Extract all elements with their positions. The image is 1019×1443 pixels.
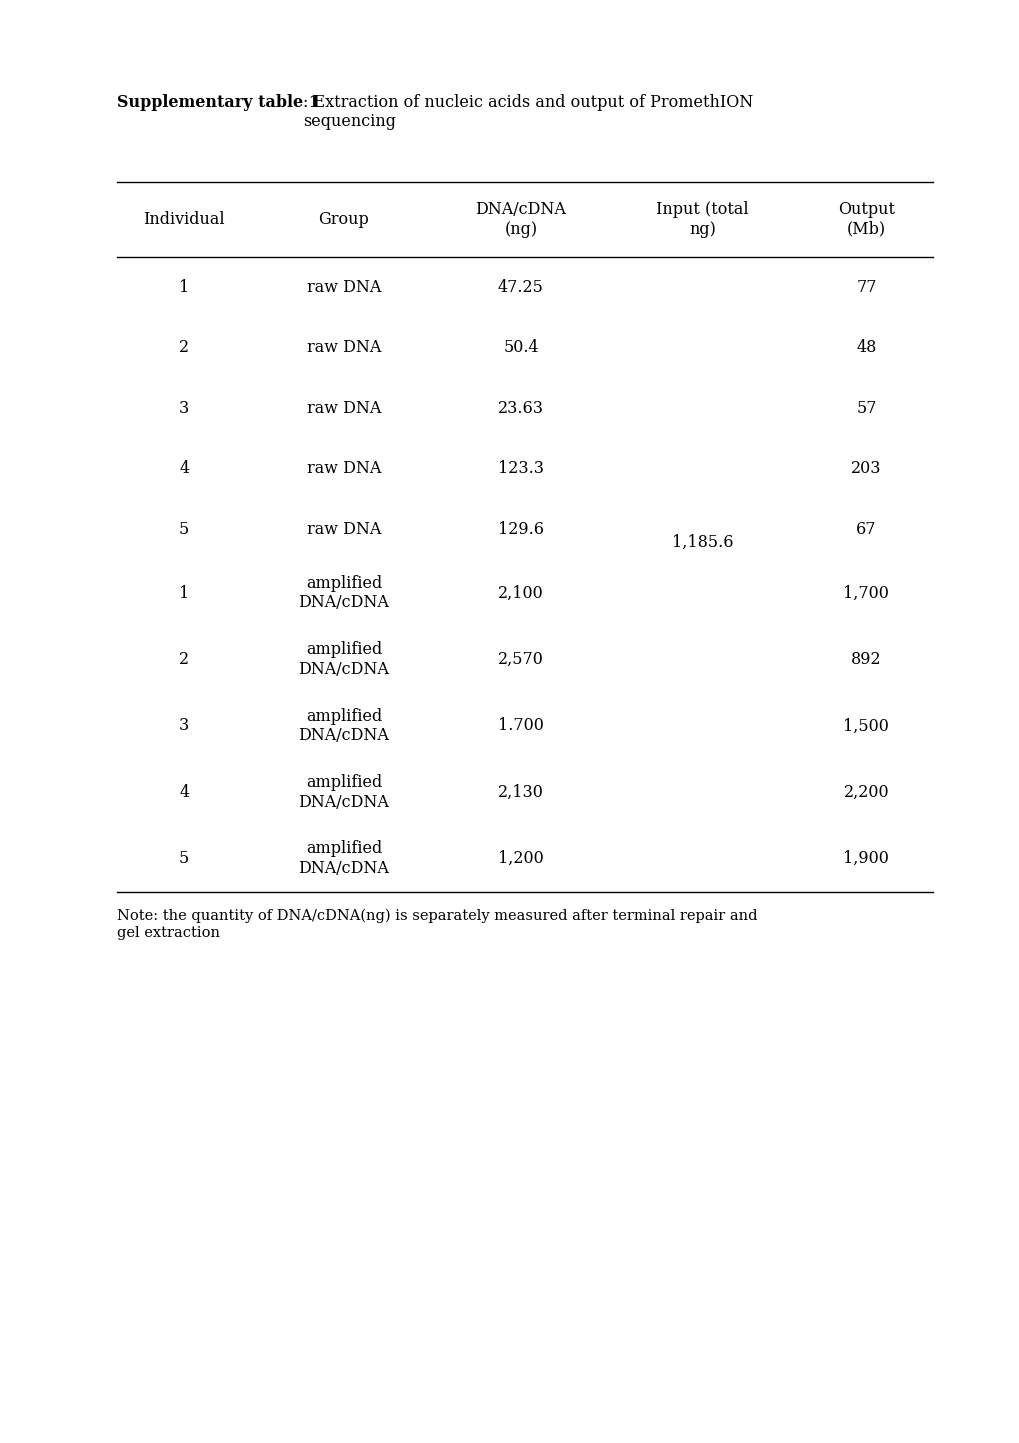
- Text: 1: 1: [179, 278, 190, 296]
- Text: amplified
DNA/cDNA: amplified DNA/cDNA: [299, 840, 389, 877]
- Text: 48: 48: [855, 339, 875, 356]
- Text: raw DNA: raw DNA: [307, 278, 381, 296]
- Text: raw DNA: raw DNA: [307, 400, 381, 417]
- Text: 77: 77: [855, 278, 875, 296]
- Text: 1.700: 1.700: [497, 717, 543, 734]
- Text: 23.63: 23.63: [497, 400, 543, 417]
- Text: 4: 4: [179, 460, 190, 478]
- Text: 892: 892: [850, 651, 880, 668]
- Text: : Extraction of nucleic acids and output of PromethION
sequencing: : Extraction of nucleic acids and output…: [303, 94, 752, 130]
- Text: raw DNA: raw DNA: [307, 521, 381, 538]
- Text: Input (total
ng): Input (total ng): [655, 201, 748, 238]
- Text: 129.6: 129.6: [497, 521, 543, 538]
- Text: 2,200: 2,200: [843, 784, 889, 801]
- Text: 2: 2: [179, 339, 190, 356]
- Text: Note: the quantity of DNA/cDNA(ng) is separately measured after terminal repair : Note: the quantity of DNA/cDNA(ng) is se…: [117, 909, 757, 939]
- Text: 5: 5: [179, 521, 190, 538]
- Text: 3: 3: [179, 717, 190, 734]
- Text: 2: 2: [179, 651, 190, 668]
- Text: 1,200: 1,200: [497, 850, 543, 867]
- Text: 4: 4: [179, 784, 190, 801]
- Text: 1: 1: [179, 584, 190, 602]
- Text: 1,185.6: 1,185.6: [671, 534, 733, 551]
- Text: Individual: Individual: [144, 211, 225, 228]
- Text: 3: 3: [179, 400, 190, 417]
- Text: 47.25: 47.25: [497, 278, 543, 296]
- Text: 2,100: 2,100: [497, 584, 543, 602]
- Text: 123.3: 123.3: [497, 460, 543, 478]
- Text: 1,500: 1,500: [843, 717, 889, 734]
- Text: amplified
DNA/cDNA: amplified DNA/cDNA: [299, 641, 389, 678]
- Text: 1,900: 1,900: [843, 850, 889, 867]
- Text: raw DNA: raw DNA: [307, 460, 381, 478]
- Text: 67: 67: [855, 521, 875, 538]
- Text: 2,130: 2,130: [497, 784, 543, 801]
- Text: 5: 5: [179, 850, 190, 867]
- Text: Supplementary table 1: Supplementary table 1: [117, 94, 320, 111]
- Text: DNA/cDNA
(ng): DNA/cDNA (ng): [475, 201, 566, 238]
- Text: Output
(Mb): Output (Mb): [837, 201, 894, 238]
- Text: amplified
DNA/cDNA: amplified DNA/cDNA: [299, 574, 389, 612]
- Text: 1,700: 1,700: [843, 584, 889, 602]
- Text: amplified
DNA/cDNA: amplified DNA/cDNA: [299, 707, 389, 745]
- Text: 50.4: 50.4: [502, 339, 538, 356]
- Text: raw DNA: raw DNA: [307, 339, 381, 356]
- Text: 2,570: 2,570: [497, 651, 543, 668]
- Text: Group: Group: [318, 211, 369, 228]
- Text: amplified
DNA/cDNA: amplified DNA/cDNA: [299, 773, 389, 811]
- Text: 203: 203: [850, 460, 880, 478]
- Text: 57: 57: [855, 400, 875, 417]
